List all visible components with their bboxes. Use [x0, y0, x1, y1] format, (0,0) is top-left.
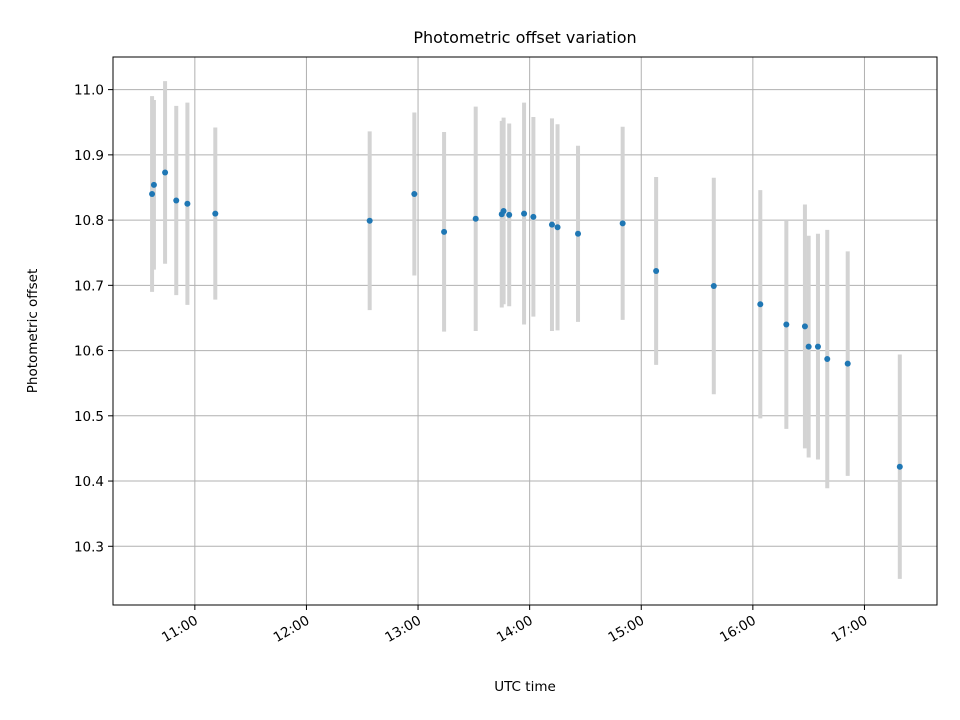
data-point — [783, 321, 790, 328]
data-point — [801, 323, 808, 330]
y-tick-label: 10.4 — [74, 474, 104, 490]
data-point — [710, 282, 717, 289]
y-tick-label: 11.0 — [74, 83, 104, 99]
data-point — [548, 221, 555, 228]
y-tick-label: 10.3 — [74, 539, 104, 555]
x-axis-label: UTC time — [494, 679, 556, 695]
data-point — [844, 360, 851, 367]
data-point — [173, 197, 180, 204]
data-point — [814, 343, 821, 350]
data-point — [506, 211, 513, 218]
chart-title: Photometric offset variation — [413, 28, 636, 47]
data-point — [184, 200, 191, 207]
y-tick-label: 10.7 — [74, 278, 104, 294]
y-tick-label: 10.6 — [74, 344, 104, 360]
data-point — [366, 217, 373, 224]
data-point — [500, 207, 507, 214]
data-point — [162, 169, 169, 176]
data-point — [757, 301, 764, 308]
data-points — [149, 169, 903, 470]
data-point — [653, 267, 660, 274]
plot-frame — [112, 56, 938, 606]
data-point — [619, 220, 626, 227]
data-point — [441, 228, 448, 235]
data-point — [530, 213, 537, 220]
data-point — [896, 463, 903, 470]
data-point — [805, 343, 812, 350]
y-axis-label: Photometric offset — [25, 269, 41, 393]
data-point — [149, 191, 156, 197]
data-point — [212, 210, 219, 217]
y-tick-label: 10.5 — [74, 409, 104, 425]
y-tick-label: 10.9 — [74, 148, 104, 164]
data-point — [575, 230, 582, 237]
data-point — [521, 210, 528, 217]
y-tick-label: 10.8 — [74, 213, 104, 229]
data-point — [150, 181, 157, 188]
data-point — [472, 215, 479, 222]
y-axis: 10.3 10.4 10.5 10.6 10.7 10.8 10.9 11.0 — [74, 83, 113, 555]
data-point — [411, 191, 418, 197]
data-point — [824, 356, 831, 363]
data-point — [554, 224, 561, 231]
